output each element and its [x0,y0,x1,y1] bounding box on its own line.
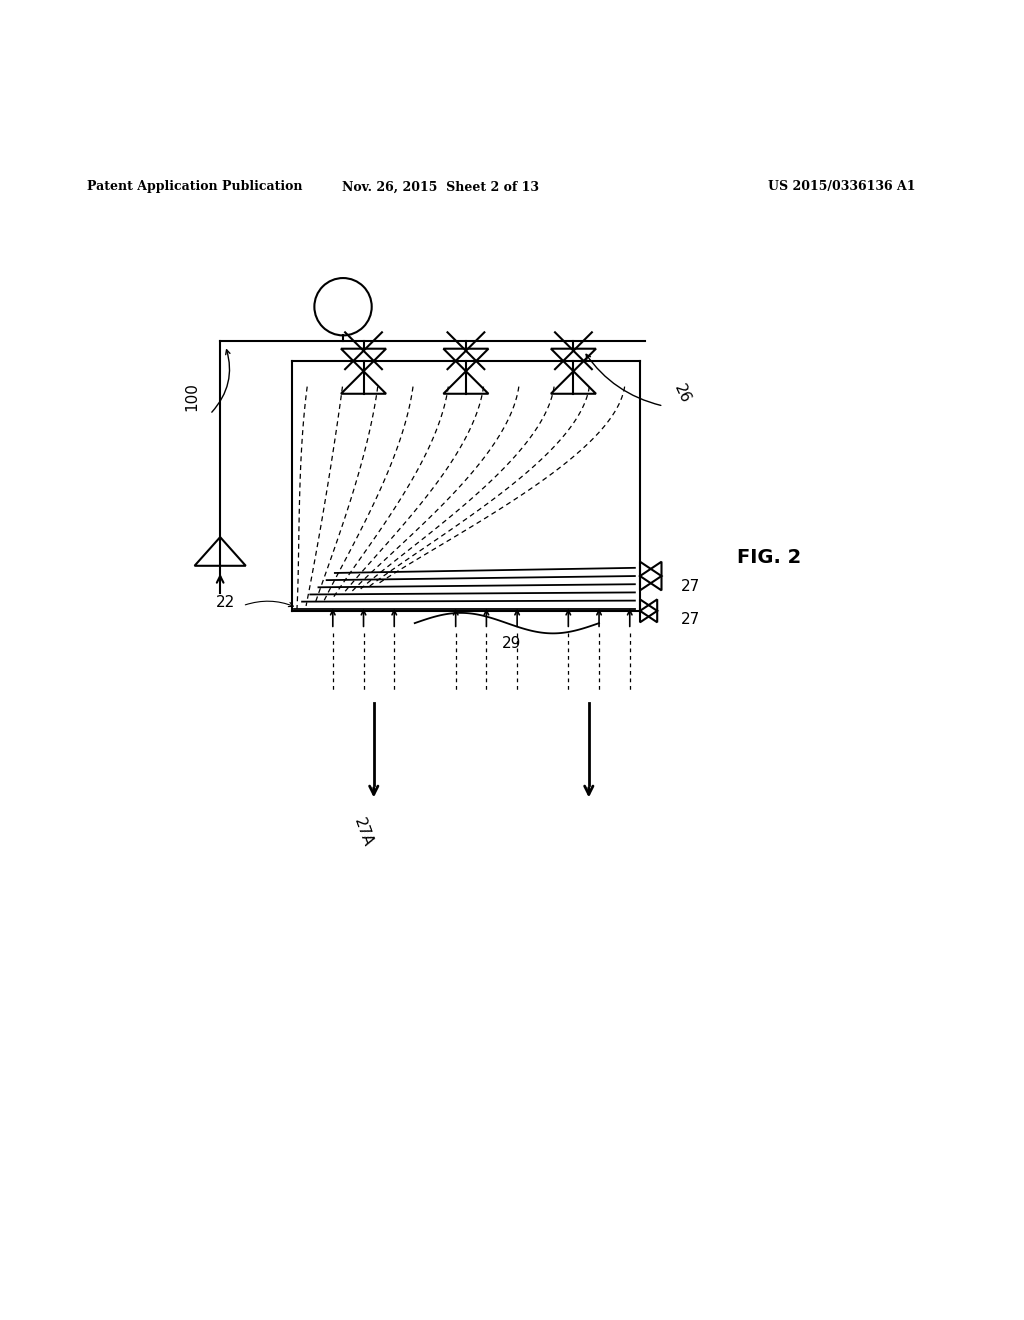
Text: FIG. 2: FIG. 2 [737,548,802,568]
Text: 27A: 27A [351,816,376,849]
Text: 22: 22 [216,595,236,610]
Text: 27: 27 [681,611,700,627]
Text: Patent Application Publication: Patent Application Publication [87,181,302,194]
Text: 100: 100 [184,383,200,412]
Text: Nov. 26, 2015  Sheet 2 of 13: Nov. 26, 2015 Sheet 2 of 13 [342,181,539,194]
Text: 27: 27 [681,578,700,594]
Text: 26: 26 [671,381,692,405]
Text: 29: 29 [502,636,521,652]
Text: US 2015/0336136 A1: US 2015/0336136 A1 [768,181,915,194]
